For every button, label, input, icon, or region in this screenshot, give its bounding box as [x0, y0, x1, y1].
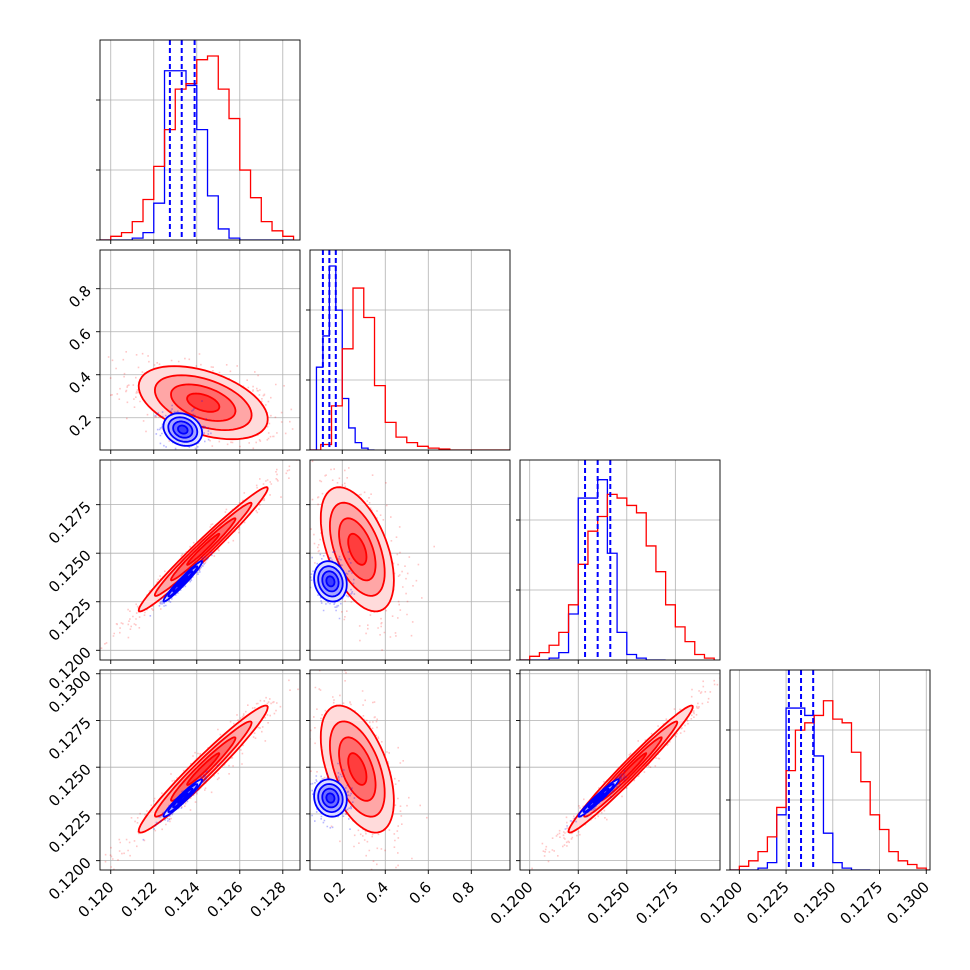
contour-red	[347, 752, 368, 786]
panel-1-1	[306, 249, 511, 454]
panel-frame	[309, 459, 511, 661]
y-tick-label: 0.1250	[45, 546, 95, 596]
contour-red	[170, 383, 237, 422]
contour-red	[153, 501, 253, 597]
hist-blue-3	[730, 707, 871, 870]
contour-blue	[325, 792, 336, 804]
contour-red	[338, 517, 377, 582]
y-tick-label: 0.1225	[45, 595, 95, 645]
panel-frame	[99, 39, 301, 241]
x-tick-label: 0.6	[406, 878, 436, 908]
x-tick-label: 0.1250	[790, 878, 840, 928]
panel-frame	[729, 669, 931, 871]
contour-blue	[321, 787, 340, 809]
x-tick-label: 0.1300	[883, 878, 933, 928]
hist-red-0	[100, 55, 295, 240]
contour-red	[154, 720, 253, 818]
contour-fill-white	[187, 753, 220, 785]
x-tick-label: 0.8	[449, 878, 479, 908]
hist-blue-0	[100, 70, 294, 240]
x-tick-label: 0.1200	[696, 878, 746, 928]
y-tick-label: 0.2	[65, 411, 95, 441]
x-tick-label: 0.1275	[632, 878, 682, 928]
y-tick-label: 0.1250	[45, 760, 95, 810]
panel-0-0	[96, 39, 301, 244]
hist-blue-2	[520, 479, 666, 660]
x-tick-label: 0.1275	[837, 878, 887, 928]
panel-frame	[519, 459, 721, 661]
panel-3-1: 0.2 0.4 0.6 0.8	[306, 669, 511, 908]
hist-red-1	[310, 287, 510, 450]
x-tick-label: 0.1200	[487, 878, 537, 928]
panel-frame	[99, 459, 301, 661]
contour-red	[186, 392, 221, 413]
panel-frame	[309, 669, 511, 871]
x-tick-label: 0.124	[161, 878, 204, 921]
x-tick-label: 0.128	[247, 878, 290, 921]
y-tick-label: 0.4	[65, 368, 95, 398]
contour-blue	[321, 570, 340, 593]
contour-blue	[177, 424, 189, 435]
contour-blue	[592, 792, 605, 804]
x-tick-label: 0.122	[117, 878, 160, 921]
x-tick-label: 0.1225	[743, 878, 793, 928]
contour-fill-white	[326, 793, 335, 803]
contour-blue	[172, 420, 194, 439]
y-tick-label: 0.6	[65, 325, 95, 355]
contour-fill-white	[326, 576, 335, 587]
contour-red	[186, 532, 221, 566]
contour-blue	[167, 783, 199, 814]
y-tick-label: 0.1275	[45, 498, 95, 548]
panel-frame	[99, 249, 301, 451]
contour-fill-white	[615, 753, 647, 785]
hist-red-3	[730, 700, 930, 870]
contour-blue	[177, 575, 189, 588]
y-tick-label: 0.1225	[45, 807, 95, 857]
panel-1-0: 0.2 0.4 0.6 0.8	[65, 249, 301, 454]
x-tick-label: 0.1225	[535, 878, 585, 928]
contour-red	[186, 752, 221, 786]
x-tick-label: 0.1250	[584, 878, 634, 928]
contour-blue	[325, 575, 336, 588]
hist-red-2	[520, 493, 715, 660]
panel-2-1	[306, 459, 511, 664]
panel-frame	[99, 669, 301, 871]
contour-red	[347, 532, 368, 566]
contour-fill-white	[187, 533, 220, 565]
contour-red	[338, 736, 377, 802]
panel-frame	[519, 669, 721, 871]
contour-blue	[177, 792, 189, 804]
y-tick-label: 0.8	[65, 282, 95, 312]
y-tick-label: 0.1275	[45, 714, 95, 764]
x-tick-label: 0.4	[362, 878, 392, 908]
x-tick-label: 0.2	[319, 878, 349, 908]
x-tick-label: 0.126	[204, 878, 247, 921]
panel-frame	[309, 249, 511, 451]
x-tick-label: 0.120	[74, 878, 117, 921]
panel-2-2	[516, 459, 721, 664]
